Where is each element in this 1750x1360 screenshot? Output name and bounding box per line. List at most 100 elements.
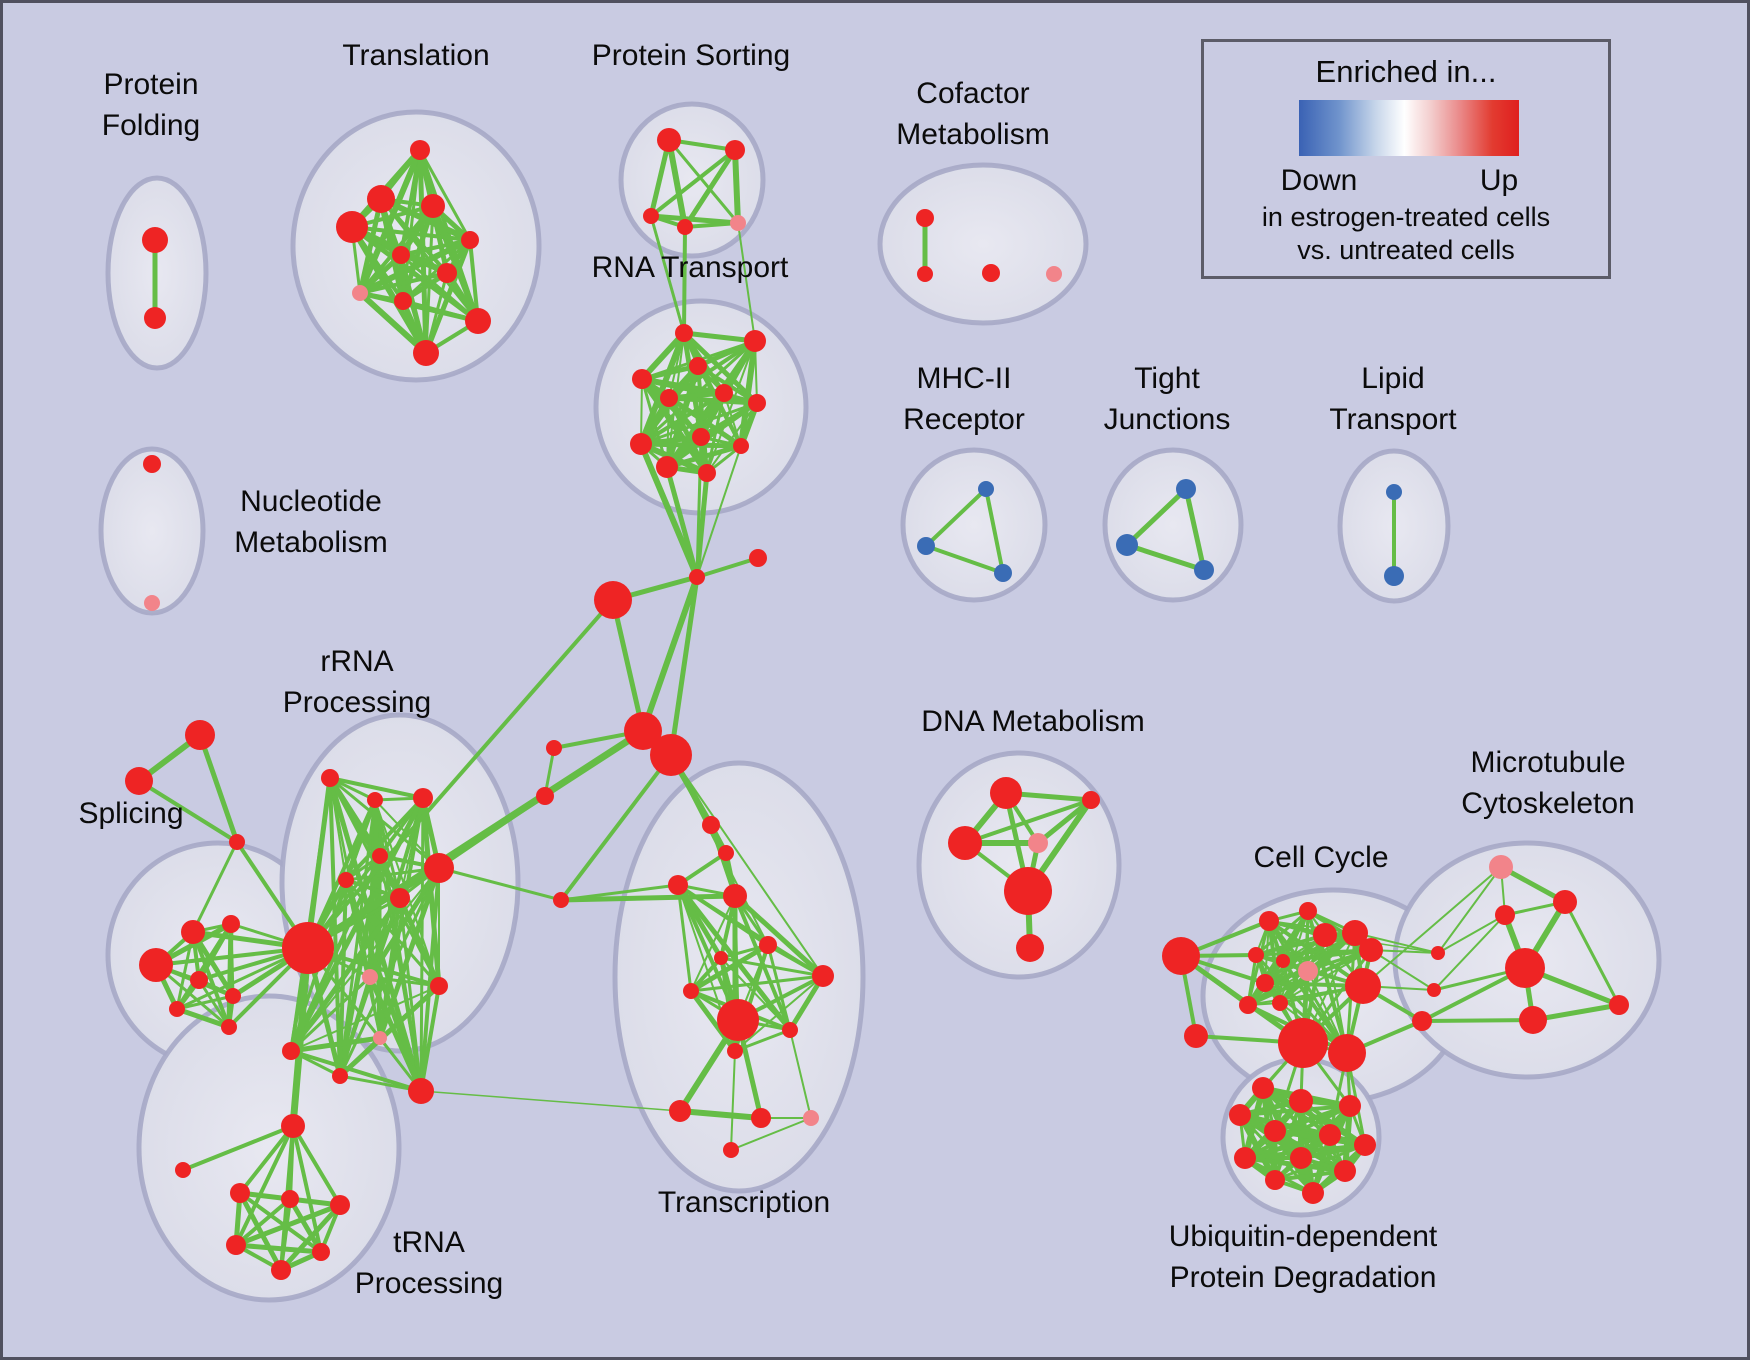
node-tn2 [230,1183,250,1203]
edge-t6-t10 [399,253,480,323]
edge-rr8-tn0 [289,944,312,1130]
edge-tj1-tj3 [1183,486,1207,573]
edge-jb-h1 [610,597,646,734]
edge-t7-t8 [358,271,449,295]
node-rt6 [660,389,678,407]
node-rr1 [321,769,339,787]
edge-j1-h1 [640,574,700,734]
node-h1 [624,712,662,750]
node-dm4 [1028,833,1048,853]
edge-ub10-ub11 [1273,1169,1347,1182]
edge-t2-t8 [357,196,384,296]
node-tn1 [175,1162,191,1178]
edge-t8-t11 [357,290,429,356]
cluster-label-translation: Translation [342,39,489,72]
node-cchub [1278,1018,1328,1068]
cluster-label-transcription: Transcription [658,1186,830,1219]
node-ps1 [657,128,681,152]
node-rr12 [408,1078,434,1104]
cluster-labels: Protein Folding Translation Protein Sorting… [78,39,1634,1300]
cluster-label-tight-junctions: Tight Junctions [1104,362,1231,436]
edge-ps1-ps3 [648,137,672,219]
node-t11 [413,340,439,366]
node-rr4 [372,848,388,864]
node-t5 [461,231,479,249]
node-tx10 [669,1100,691,1122]
node-dm6 [1016,934,1044,962]
node-cc2 [1299,902,1317,920]
node-rt8 [692,428,710,446]
edge-tn4-tn7 [278,1202,343,1273]
node-rt3 [689,357,707,375]
node-cc7 [1256,974,1274,992]
edge-rr12-rr14 [419,984,441,1093]
cluster-label-lipid-transport: Lipid Transport [1329,362,1457,436]
edge-rt7-rt12 [706,402,758,474]
node-j1 [689,569,705,585]
node-mt2 [1553,890,1577,914]
legend-down-label: Down [1280,164,1358,197]
edge-mh1-mh3 [984,487,1005,575]
edge-tn0-tn6 [291,1124,323,1254]
node-ub3 [1339,1095,1361,1117]
node-po2 [718,845,734,861]
edge-rr9-rr12 [367,974,424,1094]
node-pf2 [144,307,166,329]
node-t8 [352,285,368,301]
edge-rr9-rr10 [289,975,372,1053]
node-cc3 [1313,923,1337,947]
node-ub9 [1290,1147,1312,1169]
edge-tn3-tn6 [287,1196,324,1255]
node-cc13 [1412,1011,1432,1031]
edge-tx4-tx5 [719,956,825,978]
edge-j1-h2 [668,574,700,758]
node-cc11 [1359,938,1383,962]
node-rr13 [373,1031,387,1045]
node-cc14 [1431,946,1445,960]
node-cc5 [1276,954,1290,968]
edge-po1-tx2 [709,823,737,898]
cluster-ellipse-tight-junctions [1102,447,1244,603]
node-rr3 [413,788,433,808]
edge-s1-tx1 [559,883,680,902]
node-k1 [546,740,562,756]
edge-rr12-tx10 [420,1090,681,1112]
edge-rt1-rt2 [681,330,758,344]
edge-st2-st3 [137,779,239,844]
cluster-label-rrna-processing: rRNA Processing [283,645,431,719]
node-cm1 [916,209,934,227]
edge-cc14-mt3 [1437,914,1506,954]
node-po1 [702,816,720,834]
cluster-label-cofactor-metabolism: Cofactor Metabolism [896,77,1049,151]
edge-rr11-rr12 [338,1074,423,1093]
node-cc1 [1259,911,1279,931]
node-tx3 [759,936,777,954]
node-rt11 [656,456,678,478]
edge-sp5-sp6 [175,994,235,1011]
edge-rt9-j1 [638,441,700,580]
node-tx2 [723,884,747,908]
edge-rt3-rt7 [696,364,759,405]
edge-ps1-ps5 [667,138,740,225]
network-canvas: Protein Folding Translation Protein Sorting… [78,39,1662,1303]
edge-tx9-tx13 [730,1050,736,1151]
node-k2 [536,787,554,805]
edge-t4-t10 [349,224,481,324]
node-rt4 [632,369,652,389]
node-cc0 [1162,937,1200,975]
node-ub12 [1302,1182,1324,1204]
node-tj3 [1194,560,1214,580]
edge-rt8-j1 [695,435,703,579]
node-sp3 [222,915,240,933]
edge-rt9-rt12 [638,441,710,476]
node-sp5 [225,988,241,1004]
legend-caption-line1: in estrogen-treated cells [1261,202,1551,232]
edge-rr7-rr14 [397,895,442,989]
node-t2 [367,185,395,213]
edge-k2-rr6 [437,794,547,870]
edge-t1-t5 [418,148,472,242]
cluster-label-ubiquitin-degradation: Ubiquitin-dependent Protein Degradation [1169,1220,1438,1294]
edge-s1-h2 [559,753,673,902]
edge-t5-t10 [468,238,480,323]
node-ub7 [1354,1134,1376,1156]
